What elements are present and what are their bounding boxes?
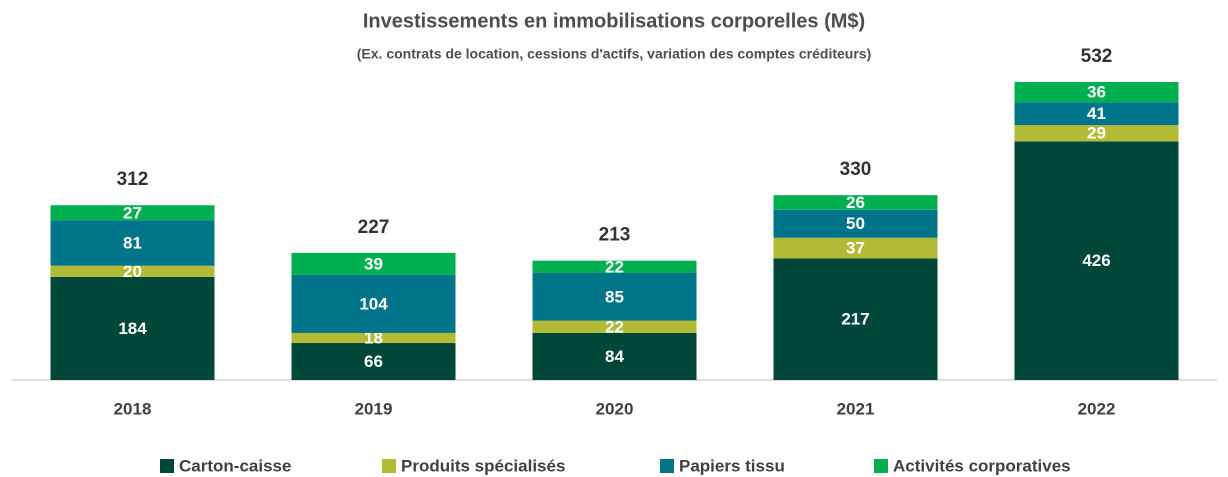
legend-label: Papiers tissu [679, 456, 785, 475]
bar-segment [773, 209, 938, 238]
data-label: 36 [1087, 83, 1106, 102]
bar-segment [50, 276, 215, 380]
bar-segment [773, 258, 938, 380]
bar-segment [291, 343, 456, 380]
bar-segment [532, 260, 697, 274]
legend-swatch [660, 459, 674, 473]
data-label: 217 [841, 310, 869, 329]
bar-segment [291, 332, 456, 344]
data-label: 29 [1087, 124, 1106, 143]
data-label: 26 [846, 193, 865, 212]
legend-label: Carton-caisse [179, 456, 291, 475]
data-label: 20 [123, 262, 142, 281]
total-label: 532 [1081, 46, 1113, 67]
bar-segment [291, 274, 456, 333]
data-label: 81 [123, 234, 142, 253]
x-tick-label: 2021 [837, 399, 875, 418]
data-label: 50 [846, 214, 865, 233]
data-label: 18 [364, 328, 383, 347]
legend-label: Produits spécialisés [401, 456, 565, 475]
x-tick-label: 2022 [1078, 399, 1116, 418]
bar-segment [291, 252, 456, 275]
data-label: 85 [605, 287, 624, 306]
bar-segment [1014, 102, 1179, 126]
total-label: 330 [840, 159, 872, 180]
data-label: 22 [605, 317, 624, 336]
bar-segment [50, 220, 215, 266]
data-label: 39 [364, 254, 383, 273]
bar-segment [50, 265, 215, 277]
data-label: 104 [359, 294, 388, 313]
bar-segment [1014, 141, 1179, 380]
legend-swatch [160, 459, 174, 473]
data-label: 37 [846, 239, 865, 258]
chart-title: Investissements en immobilisations corpo… [363, 10, 865, 32]
legend-swatch [874, 459, 888, 473]
bar-segment [1014, 125, 1179, 142]
bar-segment [773, 195, 938, 210]
data-label: 66 [364, 352, 383, 371]
bar-segment [50, 205, 215, 221]
bar-segment [773, 237, 938, 259]
bar-segment [1014, 82, 1179, 103]
bar-segment [532, 320, 697, 333]
chart-subtitle: (Ex. contrats de location, cessions d'ac… [357, 46, 872, 62]
total-label: 312 [117, 169, 149, 190]
bar-segment [532, 332, 697, 380]
x-tick-label: 2018 [114, 399, 152, 418]
data-label: 27 [123, 203, 142, 222]
total-label: 227 [358, 217, 390, 238]
data-label: 184 [118, 319, 147, 338]
total-label: 213 [599, 225, 631, 246]
legend-label: Activités corporatives [893, 456, 1071, 475]
data-label: 426 [1082, 251, 1110, 270]
data-label: 84 [605, 347, 624, 366]
bar-segment [532, 273, 697, 321]
data-label: 41 [1087, 104, 1106, 123]
data-label: 22 [605, 257, 624, 276]
legend-swatch [382, 459, 396, 473]
x-tick-label: 2020 [596, 399, 634, 418]
x-tick-label: 2019 [355, 399, 393, 418]
